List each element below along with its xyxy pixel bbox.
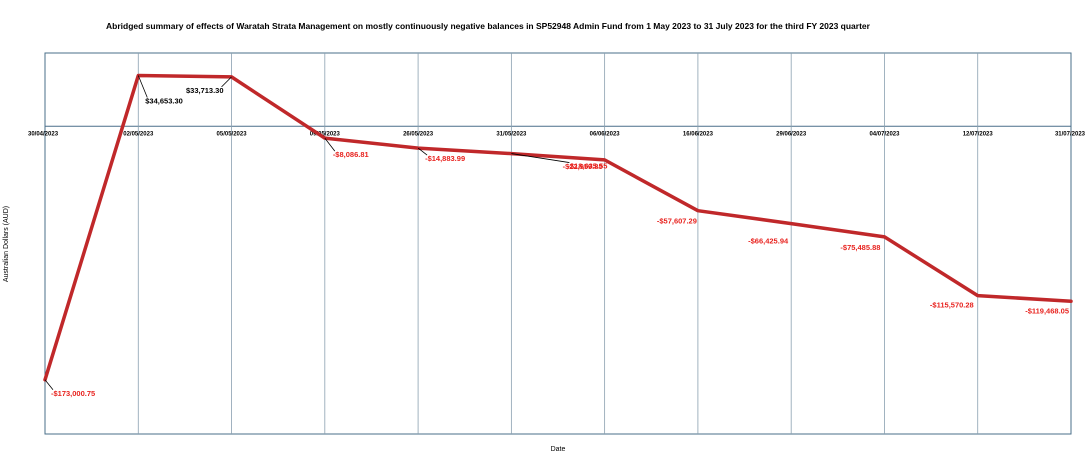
data-label: -$115,570.28 [930,301,974,310]
x-tick-label: 05/05/2023 [217,131,248,137]
chart-title: Abridged summary of effects of Waratah S… [106,21,871,31]
x-tick-label: 12/07/2023 [963,131,994,137]
x-tick-label: 16/06/2023 [683,131,714,137]
leader-line [221,76,232,88]
x-tick-label: 29/06/2023 [776,131,807,137]
x-tick-label: 06/06/2023 [590,131,621,137]
data-label: -$22,959.85 [563,162,603,171]
leader-line [44,379,54,391]
x-tick-label: 04/07/2023 [869,131,900,137]
x-tick-label: 31/05/2023 [496,131,527,137]
leader-line [511,153,570,163]
y-axis-label: Australian Dollars (AUD) [3,206,10,282]
x-axis-label: Date [551,446,566,453]
data-label: -$8,086.81 [333,150,369,159]
x-tick-label: 02/05/2023 [123,131,154,137]
x-tick-label: 26/05/2023 [403,131,434,137]
data-label: $33,713.30 [186,86,224,95]
x-tick-label: 09/05/2023 [310,131,341,137]
leader-line [324,137,336,152]
data-label: -$173,000.75 [51,389,95,398]
data-label: -$119,468.05 [1025,306,1069,315]
series-line [43,73,1073,382]
data-labels: -$173,000.75 $34,653.30$33,713.30 -$8,086.… [44,75,1069,398]
leader-line [137,75,148,98]
leader-line [417,147,428,156]
plot-area [44,52,1072,435]
data-label: -$66,425.94 [748,237,789,246]
vertical-gridlines [137,53,979,434]
data-label: -$14,883.99 [425,154,465,163]
x-tick-label: 31/07/2023 [1055,131,1086,137]
x-tick-labels: 30/04/2023 02/05/2023 05/05/2023 09/05/2023… [28,131,1086,137]
plot-border [44,52,1072,435]
data-label: -$57,607.29 [657,217,697,226]
data-label: -$18,635.55 [567,162,607,171]
x-tick-label: 30/04/2023 [28,131,59,137]
data-label: $34,653.30 [145,96,183,105]
data-label: -$75,485.88 [840,243,880,252]
